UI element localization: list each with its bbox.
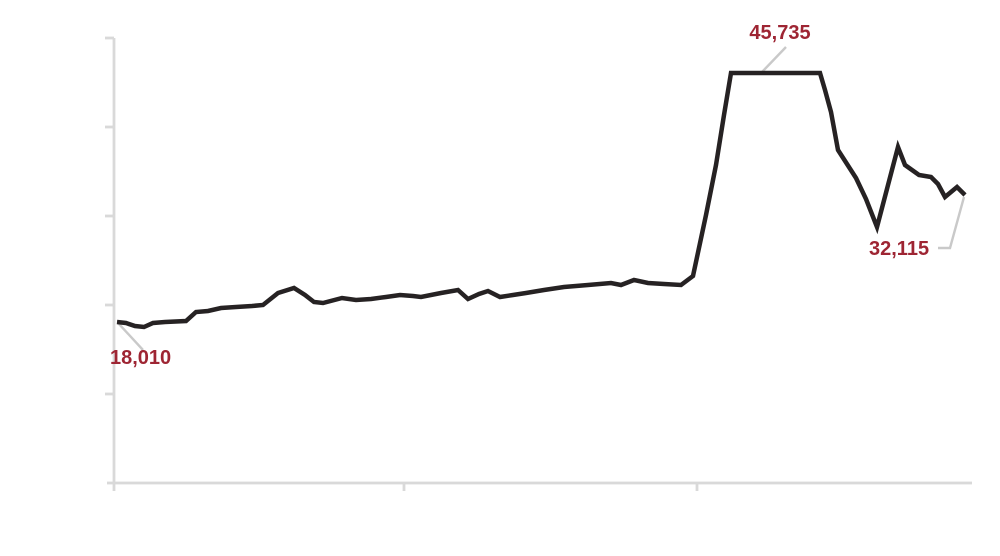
peak-leader-line bbox=[761, 46, 787, 73]
annotation-start-value: 18,010 bbox=[110, 347, 172, 369]
start-leader-line bbox=[118, 323, 144, 351]
annotation-leader-lines bbox=[118, 46, 966, 351]
data-series-line bbox=[116, 70, 967, 330]
annotation-end-value: 32,115 bbox=[869, 238, 930, 260]
data-series bbox=[116, 70, 967, 330]
axes bbox=[105, 36, 972, 491]
annotation-peak-value: 45,735 bbox=[749, 22, 811, 44]
end-leader-line bbox=[938, 196, 966, 250]
